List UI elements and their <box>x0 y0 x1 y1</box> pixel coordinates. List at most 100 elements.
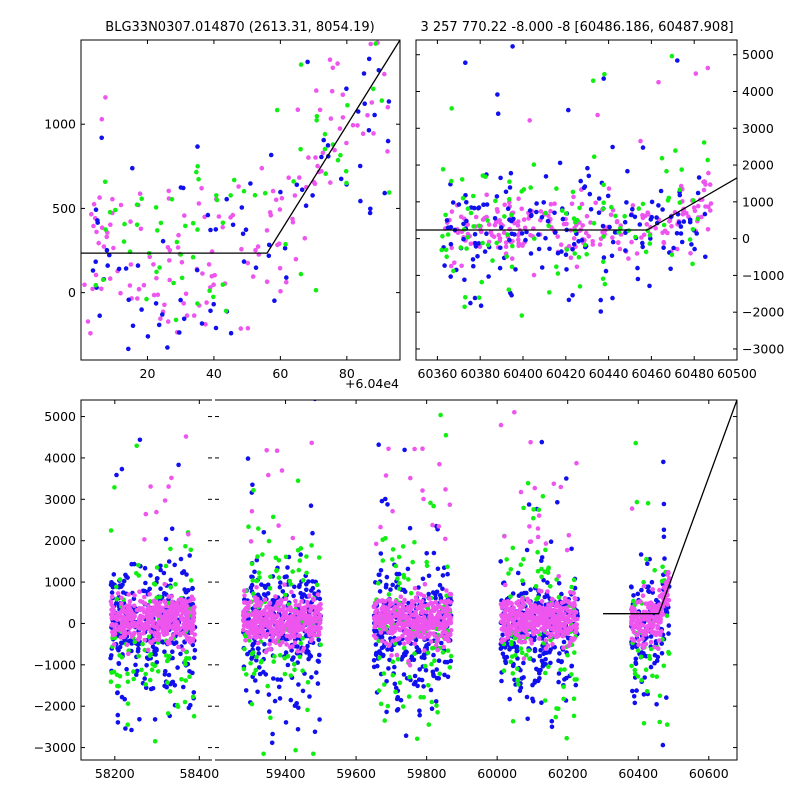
data-point <box>411 599 417 605</box>
data-point <box>271 676 276 681</box>
data-point <box>307 694 312 699</box>
data-point <box>383 473 389 478</box>
x-tick-label: 60500 <box>717 366 757 381</box>
top-right-points <box>416 44 737 318</box>
data-point <box>701 187 707 193</box>
x-tick-label: 20 <box>140 366 156 381</box>
top-right-frame <box>415 39 738 361</box>
data-point <box>635 632 641 637</box>
data-point <box>120 607 126 613</box>
data-point <box>396 571 402 577</box>
data-point <box>679 239 685 245</box>
data-point <box>317 652 322 658</box>
data-point <box>311 751 316 757</box>
data-point <box>539 555 545 560</box>
data-point <box>119 601 124 606</box>
x-tick-label: 60600 <box>689 766 729 781</box>
data-point <box>528 539 534 544</box>
data-point <box>293 747 298 753</box>
data-point <box>414 624 419 629</box>
data-point <box>543 547 548 553</box>
data-point <box>569 201 575 207</box>
data-point <box>277 265 283 271</box>
data-point <box>113 207 118 213</box>
data-point <box>395 707 401 712</box>
data-point <box>407 525 413 531</box>
data-point <box>595 112 600 118</box>
data-point <box>586 234 591 239</box>
y-tick-label: −2000 <box>34 699 76 714</box>
data-point <box>507 237 512 243</box>
data-point <box>509 654 515 659</box>
data-point <box>633 440 638 446</box>
data-point <box>405 566 411 572</box>
data-point <box>600 276 606 282</box>
data-point <box>191 713 197 719</box>
data-point <box>143 682 148 687</box>
data-point <box>557 160 563 166</box>
data-point <box>379 98 385 103</box>
data-point <box>528 637 533 642</box>
data-point <box>111 572 117 577</box>
data-point <box>516 196 521 201</box>
data-point <box>319 154 324 160</box>
data-point <box>596 196 602 201</box>
data-point <box>623 248 628 253</box>
data-point <box>194 169 199 175</box>
data-point <box>518 634 524 640</box>
data-point <box>414 736 420 742</box>
data-point <box>273 594 278 599</box>
data-point <box>448 241 454 247</box>
data-point <box>567 613 572 618</box>
data-point <box>115 720 121 725</box>
data-point <box>534 201 539 206</box>
data-point <box>196 176 201 182</box>
data-point <box>690 227 696 232</box>
data-point <box>127 599 133 604</box>
data-point <box>434 667 439 672</box>
data-point <box>561 645 566 651</box>
data-point <box>131 603 137 609</box>
data-point <box>559 591 564 597</box>
data-point <box>640 636 645 641</box>
data-point <box>377 655 382 660</box>
data-point <box>91 223 96 229</box>
data-point <box>646 589 652 594</box>
data-point <box>421 496 426 502</box>
data-point <box>100 277 106 283</box>
data-point <box>139 667 144 673</box>
data-point <box>629 614 634 620</box>
data-point <box>412 585 418 591</box>
data-point <box>590 242 596 247</box>
data-point <box>171 280 176 286</box>
data-point <box>378 551 384 556</box>
data-point <box>669 252 675 258</box>
data-point <box>559 249 564 254</box>
data-point <box>563 252 569 257</box>
data-point <box>158 586 163 591</box>
data-point <box>557 651 562 656</box>
data-point <box>516 219 521 224</box>
data-point <box>345 103 350 108</box>
data-point <box>498 175 503 181</box>
data-point <box>380 653 386 659</box>
data-point <box>214 197 220 203</box>
panel-bottom-right: 59400 59600 59800 60000 60200 60400 60600 <box>215 399 738 781</box>
top-left-frame <box>80 39 401 361</box>
data-point <box>564 476 569 481</box>
data-point <box>514 614 519 620</box>
data-point <box>191 690 197 695</box>
data-point <box>262 190 268 196</box>
data-point <box>135 296 140 301</box>
data-point <box>305 599 310 605</box>
data-point <box>385 138 391 144</box>
data-point <box>395 576 400 581</box>
data-point <box>553 714 559 720</box>
data-point <box>427 596 432 601</box>
data-point <box>173 317 179 323</box>
data-point <box>166 559 172 564</box>
data-point <box>531 162 537 167</box>
data-point <box>133 662 138 668</box>
data-point <box>612 230 618 235</box>
data-point <box>546 223 551 229</box>
